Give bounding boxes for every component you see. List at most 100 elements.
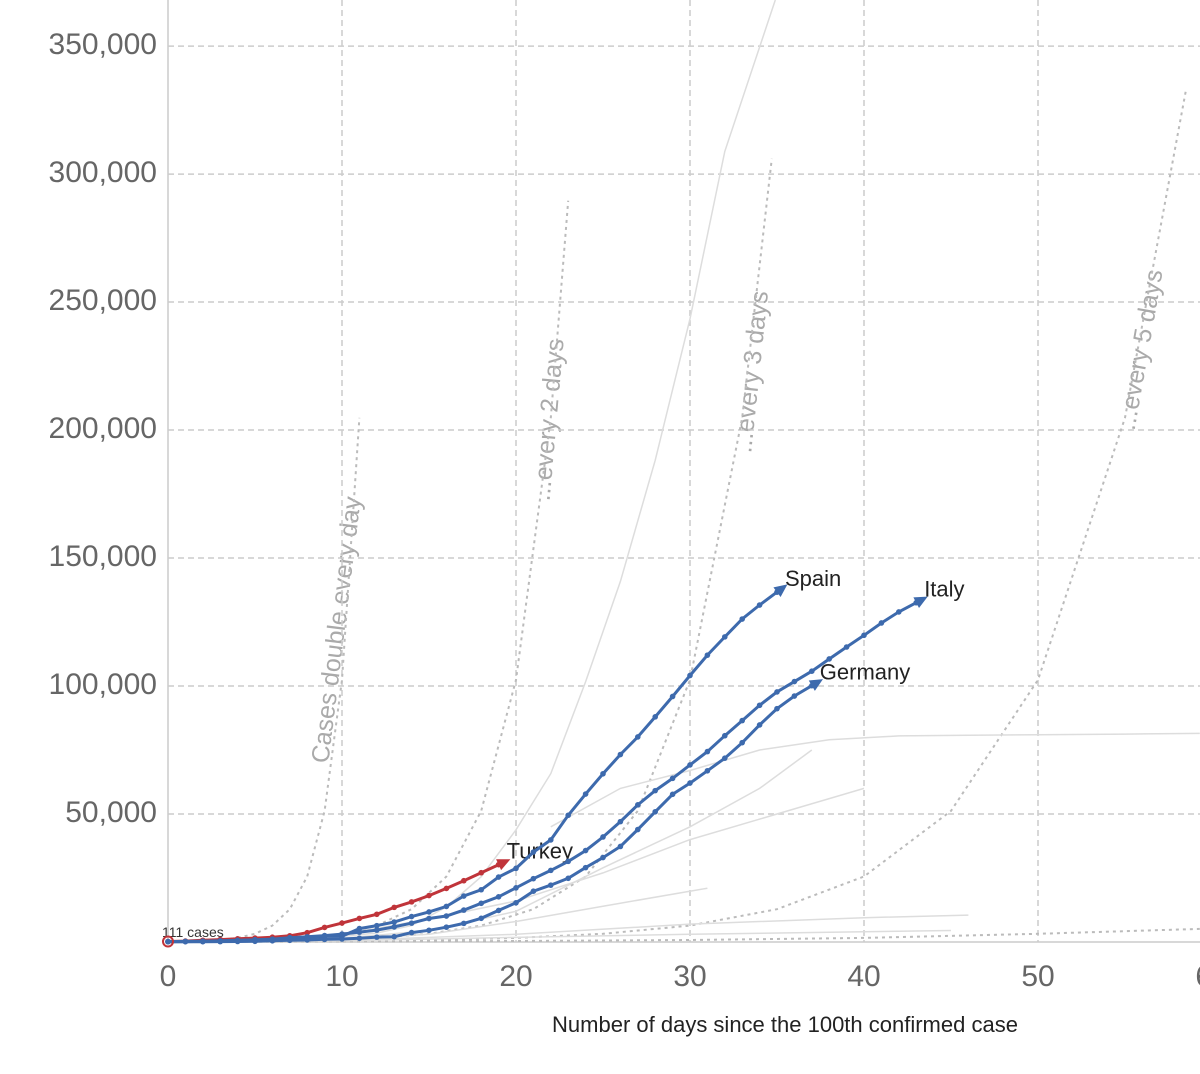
point <box>269 937 276 944</box>
point <box>704 767 711 774</box>
point <box>374 911 380 918</box>
point <box>426 909 432 915</box>
x-tick-label: 10 <box>325 960 358 993</box>
point <box>391 904 398 911</box>
point <box>722 732 728 739</box>
point <box>600 770 606 777</box>
y-tick-label: 250,000 <box>49 284 157 317</box>
point <box>565 858 571 865</box>
point <box>548 837 554 843</box>
point <box>617 818 624 825</box>
reference-line <box>167 200 570 943</box>
point <box>774 705 780 712</box>
point <box>408 913 415 920</box>
x-tick-label: 60 <box>1195 960 1200 993</box>
point <box>408 929 415 936</box>
point <box>287 937 293 944</box>
point <box>617 751 624 758</box>
point <box>495 893 502 900</box>
point <box>513 885 519 891</box>
point <box>426 927 432 934</box>
point <box>234 938 241 945</box>
point <box>182 938 189 945</box>
series-label: Turkey <box>507 839 573 864</box>
point <box>356 915 363 922</box>
point <box>548 867 554 874</box>
point <box>478 915 485 922</box>
point <box>843 644 850 650</box>
x-tick-label: 40 <box>847 960 880 993</box>
point <box>669 775 676 782</box>
point <box>391 919 398 925</box>
series-line <box>167 601 917 944</box>
point <box>461 907 467 913</box>
point <box>339 920 345 926</box>
point <box>582 791 589 797</box>
point <box>704 652 711 658</box>
point <box>356 929 363 935</box>
point <box>478 900 485 907</box>
point <box>756 702 763 709</box>
point <box>321 936 328 943</box>
point <box>669 693 676 700</box>
point <box>739 616 745 622</box>
arrow-head <box>808 679 823 691</box>
point <box>635 802 641 808</box>
y-tick-label: 200,000 <box>49 412 157 445</box>
point <box>565 875 571 882</box>
point <box>513 865 519 872</box>
point <box>826 656 832 662</box>
x-tick-label: 50 <box>1021 960 1054 993</box>
point <box>565 812 571 819</box>
background-line <box>167 887 708 943</box>
point <box>217 938 223 945</box>
point <box>896 609 902 615</box>
y-tick-label: 50,000 <box>65 796 157 829</box>
point <box>513 899 519 906</box>
point <box>321 924 328 931</box>
series-label: Germany <box>820 660 910 685</box>
arrow-head <box>913 596 928 609</box>
reference-line <box>167 158 773 943</box>
point <box>478 869 485 876</box>
point <box>635 826 641 833</box>
annotation: 111 cases <box>162 924 224 940</box>
point <box>635 734 641 740</box>
point <box>252 938 258 945</box>
point <box>304 929 311 936</box>
point <box>530 875 537 882</box>
point <box>652 714 658 720</box>
point <box>582 864 589 871</box>
series-line <box>168 684 813 944</box>
series-label: Italy <box>924 577 964 602</box>
point <box>408 899 415 905</box>
y-tick-label: 100,000 <box>49 668 157 701</box>
background-line <box>167 0 777 943</box>
point <box>756 722 763 728</box>
point <box>722 755 728 761</box>
series-label: Spain <box>785 566 841 591</box>
reference-line <box>167 927 1200 943</box>
background-line <box>550 732 1200 828</box>
y-tick-label: 350,000 <box>49 28 157 61</box>
point <box>791 678 798 685</box>
point <box>617 843 624 850</box>
point <box>478 886 485 893</box>
point <box>426 915 432 922</box>
point <box>461 893 467 899</box>
point <box>548 882 554 888</box>
point <box>704 748 711 755</box>
reference-label: ...every 2 days <box>528 338 570 502</box>
reference-label: ...every 5 days <box>1113 267 1169 432</box>
point <box>687 780 693 786</box>
point <box>582 847 589 854</box>
arrow-head <box>773 584 788 597</box>
point <box>443 885 450 892</box>
x-axis-title: Number of days since the 100th confirmed… <box>552 1012 1018 1037</box>
point <box>339 936 345 942</box>
point <box>739 739 745 746</box>
point <box>374 934 380 940</box>
point <box>722 634 728 640</box>
point <box>461 920 467 927</box>
